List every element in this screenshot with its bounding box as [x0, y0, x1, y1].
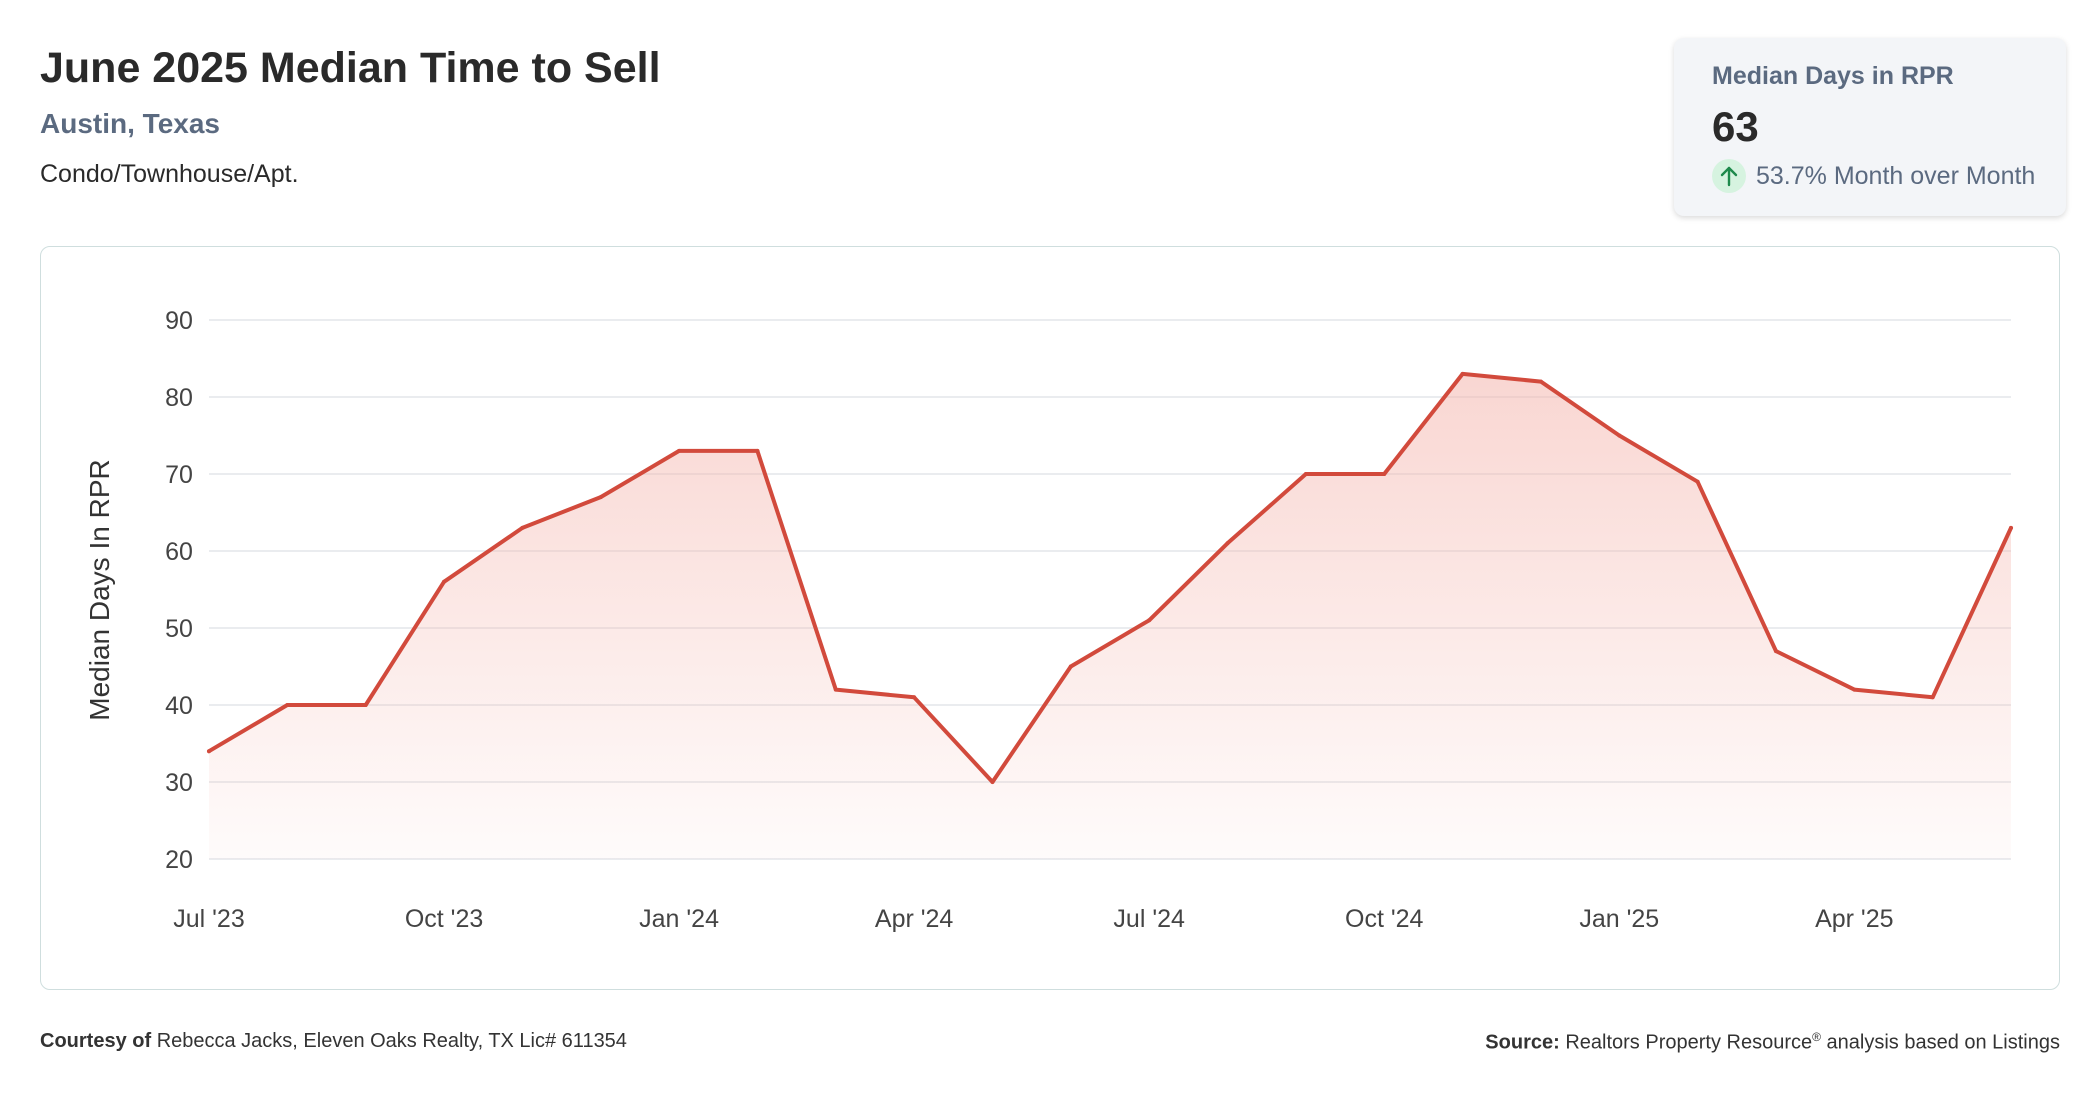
x-tick-label: Apr '24: [875, 905, 954, 933]
courtesy-text: Rebecca Jacks, Eleven Oaks Realty, TX Li…: [156, 1030, 627, 1052]
registered-mark: ®: [1812, 1030, 1821, 1044]
chart-panel: 20 30 40 50 60 70 80 90 Jul '23 Oct '23 Jan '24 Ap…: [40, 246, 2060, 990]
location-subtitle: Austin, Texas: [40, 108, 220, 139]
x-tick-label: Apr '25: [1815, 905, 1893, 933]
kpi-label: Median Days in RPR: [1712, 62, 1954, 90]
data-point: [912, 695, 917, 700]
data-point: [598, 495, 603, 500]
data-point: [1773, 649, 1778, 654]
series-line: [207, 371, 2013, 784]
x-tick-label: Jan '24: [639, 905, 719, 933]
data-point: [1852, 687, 1857, 692]
area-fill-layer: [209, 373, 2011, 859]
data-point: [1538, 379, 1543, 384]
y-tick-label: 30: [165, 769, 193, 797]
line-area-chart: 20 30 40 50 60 70 80 90 Jul '23 Oct '23 Jan '24 Ap…: [84, 307, 2013, 933]
series-line-layer: [207, 371, 2013, 784]
data-point: [1382, 472, 1387, 476]
x-tick-label: Jul '24: [1113, 905, 1185, 933]
x-axis-ticks: Jul '23 Oct '23 Jan '24 Apr '24 Jul '24 Oct '…: [173, 905, 1893, 933]
courtesy-label: Courtesy of: [40, 1030, 152, 1052]
data-point: [1147, 618, 1152, 623]
y-tick-label: 40: [165, 692, 193, 720]
data-point: [1460, 371, 1465, 376]
data-point: [285, 703, 290, 707]
series-area: [209, 373, 2011, 859]
x-tick-label: Jan '25: [1579, 905, 1659, 933]
kpi-value: 63: [1712, 103, 1759, 150]
data-point: [363, 703, 368, 707]
data-point: [833, 687, 838, 692]
y-axis-title: Median Days In RPR: [84, 459, 115, 720]
source-text-2: analysis based on Listings: [1820, 1031, 2061, 1054]
x-tick-label: Jul '23: [173, 905, 244, 933]
y-tick-label: 60: [165, 538, 193, 566]
data-point: [1068, 664, 1073, 669]
kpi-card: Median Days in RPR 63 53.7% Month over M…: [1674, 38, 2066, 216]
page-title: June 2025 Median Time to Sell: [40, 44, 661, 92]
source-text-1: Realtors Property Resource: [1565, 1031, 1813, 1054]
kpi-change-text: 53.7% Month over Month: [1756, 161, 2036, 190]
data-point: [755, 448, 760, 453]
source-label: Source:: [1485, 1031, 1560, 1054]
data-point: [207, 749, 211, 754]
x-tick-label: Oct '23: [405, 905, 483, 933]
source-footer: Source: Realtors Property Resource® anal…: [1485, 1030, 2060, 1055]
data-point: [1225, 541, 1230, 546]
y-tick-label: 70: [165, 461, 193, 489]
data-point: [677, 448, 682, 453]
data-point: [1303, 472, 1308, 476]
data-point: [990, 780, 995, 784]
y-axis-ticks: 20 30 40 50 60 70 80 90: [165, 307, 193, 874]
y-tick-label: 20: [165, 846, 193, 874]
property-type-label: Condo/Townhouse/Apt.: [40, 160, 299, 188]
kpi-change: 53.7% Month over Month: [1712, 159, 2066, 193]
data-point: [1617, 433, 1622, 438]
x-tick-label: Oct '24: [1345, 905, 1424, 933]
data-point: [442, 579, 447, 584]
data-point: [1695, 479, 1700, 484]
arrow-up-icon: [1712, 159, 1746, 193]
data-point: [2009, 525, 2013, 530]
y-tick-label: 90: [165, 307, 193, 335]
courtesy-footer: Courtesy of Rebecca Jacks, Eleven Oaks R…: [40, 1030, 627, 1053]
data-point: [520, 525, 525, 530]
y-tick-label: 80: [165, 384, 193, 412]
y-tick-label: 50: [165, 615, 193, 643]
data-point: [1930, 695, 1935, 700]
